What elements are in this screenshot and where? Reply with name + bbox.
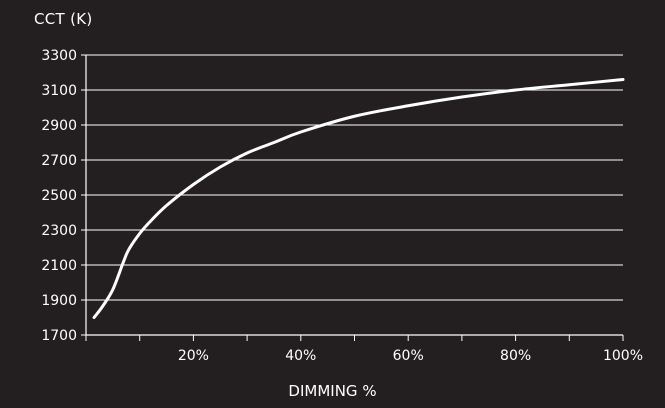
y-tick-label: 2300 bbox=[41, 223, 77, 239]
y-tick-label: 2900 bbox=[41, 118, 77, 134]
y-tick-label: 2100 bbox=[41, 258, 77, 274]
x-tick-label: 100% bbox=[603, 348, 643, 364]
x-tick-label: 60% bbox=[393, 348, 424, 364]
x-tick-label: 20% bbox=[178, 348, 209, 364]
x-tick-label: 40% bbox=[285, 348, 316, 364]
y-tick-label: 3300 bbox=[41, 48, 77, 64]
y-tick-label: 2500 bbox=[41, 188, 77, 204]
x-tick-label: 80% bbox=[500, 348, 531, 364]
y-axis-title: CCT (K) bbox=[34, 10, 93, 28]
y-tick-label: 1900 bbox=[41, 293, 77, 309]
x-axis-title: DIMMING % bbox=[288, 382, 377, 400]
y-tick-label: 1700 bbox=[41, 328, 77, 344]
y-tick-label: 2700 bbox=[41, 153, 77, 169]
series-line-0 bbox=[92, 78, 625, 319]
y-tick-label: 3100 bbox=[41, 83, 77, 99]
